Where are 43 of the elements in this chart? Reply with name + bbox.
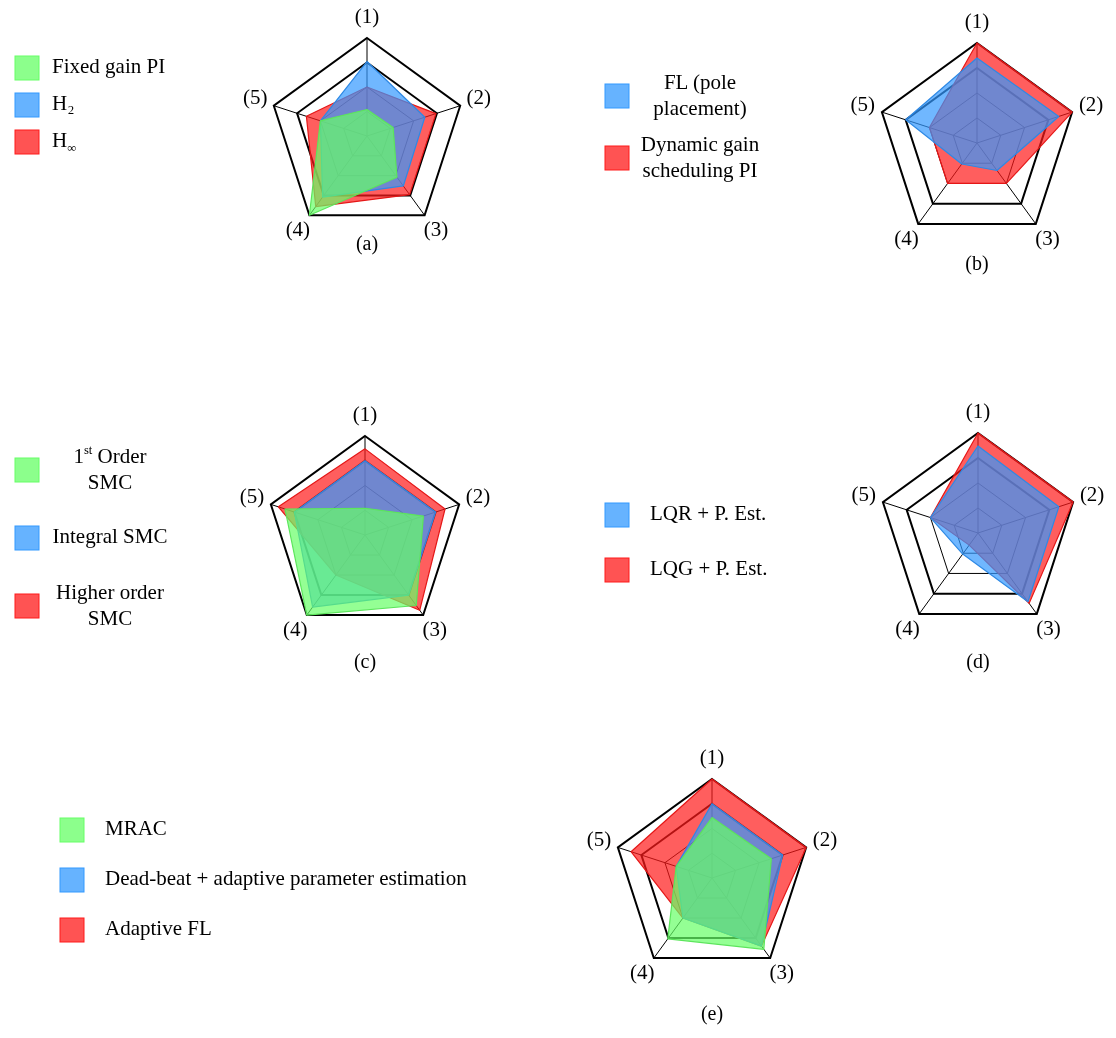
text: (b) — [965, 252, 989, 275]
spoke-label: (1) — [354, 4, 380, 29]
spoke-label: (2) — [465, 484, 491, 509]
spoke-label: (5) — [851, 481, 877, 506]
spoke-label: (3) — [1036, 615, 1061, 640]
spoke-label: (2) — [812, 827, 838, 852]
text: (c) — [353, 650, 377, 673]
legend-label: Adaptive FL — [105, 915, 212, 940]
legend-label: H₂ — [52, 90, 75, 115]
spoke-label: (5) — [239, 484, 265, 509]
text: (a) — [355, 232, 379, 255]
spoke-label: (3) — [1035, 225, 1060, 250]
text: (d) — [966, 650, 990, 673]
spoke-label: (4) — [894, 225, 919, 250]
spoke-label: (2) — [466, 85, 492, 110]
spoke-label: (3) — [769, 959, 795, 984]
spoke-label: (5) — [850, 91, 876, 116]
legend-label: Fixed gain PI — [52, 53, 166, 78]
spoke-label: (4) — [285, 216, 311, 241]
spoke-label: (1) — [699, 745, 725, 770]
spoke-label: (4) — [895, 615, 920, 640]
legend-label: FL (pole placement) — [653, 69, 747, 120]
spoke-label: (4) — [629, 959, 655, 984]
spoke-label: (3) — [423, 216, 449, 241]
spoke-label: (5) — [586, 827, 612, 852]
text: (e) — [700, 1002, 724, 1025]
spoke-label: (1) — [965, 398, 991, 423]
legend-label: LQR + P. Est. — [650, 500, 767, 525]
legend-label: 1$^{st}$ Order SMC — [73, 442, 147, 494]
legend-label: Dead-beat + adaptive parameter estimation — [105, 865, 468, 890]
legend-label: Dynamic gain scheduling PI — [640, 131, 760, 182]
legend-label: Integral SMC — [52, 523, 168, 548]
spoke-label: (5) — [242, 85, 268, 110]
spoke-label: (3) — [422, 616, 448, 641]
legend-label: H$_{∞}$ — [52, 127, 77, 155]
spoke-label: (2) — [1078, 91, 1104, 116]
spoke-label: (1) — [964, 8, 990, 33]
spoke-label: (2) — [1079, 481, 1105, 506]
spoke-label: (1) — [352, 402, 378, 427]
spoke-label: (4) — [282, 616, 308, 641]
legend-label: Higher order SMC — [56, 579, 164, 630]
legend-label: LQG + P. Est. — [650, 555, 768, 580]
legend-label: MRAC — [105, 815, 167, 840]
